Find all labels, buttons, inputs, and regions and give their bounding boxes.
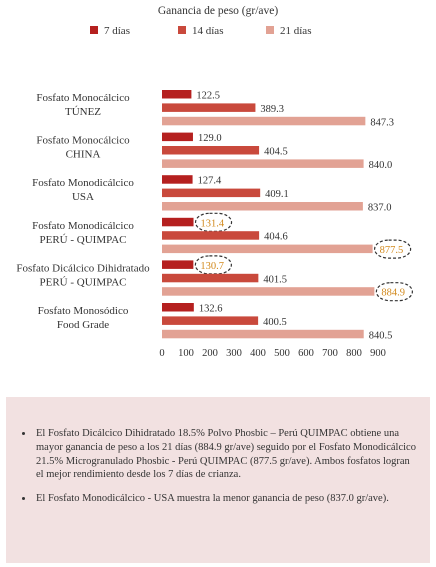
note-item: El Fosfato Monodicálcico - USA muestra l…	[34, 492, 416, 506]
x-tick-label: 300	[226, 348, 242, 359]
bar	[162, 188, 261, 198]
legend-label: 14 días	[192, 25, 223, 37]
bar	[162, 303, 194, 312]
x-tick-label: 100	[178, 348, 194, 359]
bar	[162, 231, 260, 240]
bar	[162, 175, 193, 184]
value-label: 884.9	[381, 288, 405, 299]
notes-list: El Fosfato Dicálcico Dihidratado 18.5% P…	[18, 427, 416, 506]
value-label: 837.0	[368, 203, 392, 214]
bar	[162, 244, 373, 254]
chart-title: Ganancia de peso (gr/ave)	[158, 5, 279, 17]
x-tick-label: 900	[370, 348, 386, 359]
bar	[162, 217, 194, 227]
legend-label: 21 días	[280, 25, 311, 37]
category-label: USA	[72, 191, 94, 203]
x-tick-label: 700	[322, 348, 338, 359]
value-label: 132.6	[199, 304, 223, 315]
value-label: 404.6	[264, 232, 288, 243]
value-label: 400.5	[263, 317, 287, 328]
value-label: 131.4	[201, 218, 225, 229]
category-label: Fosfato Monocálcico	[36, 92, 130, 104]
bar	[162, 287, 375, 296]
value-label: 847.3	[370, 117, 394, 128]
category-label: TÚNEZ	[65, 106, 101, 118]
value-label: 127.4	[198, 176, 222, 187]
category-label: Fosfato Monosódico	[38, 305, 129, 317]
note-item: El Fosfato Dicálcico Dihidratado 18.5% P…	[34, 427, 416, 482]
legend-swatch	[266, 26, 274, 34]
category-label: CHINA	[66, 149, 101, 161]
category-label: PERÚ - QUIMPAC	[39, 276, 126, 288]
highlight-circle	[194, 255, 232, 275]
bar	[162, 116, 366, 126]
legend-swatch	[178, 26, 186, 34]
value-label: 877.5	[380, 245, 404, 256]
value-label: 409.1	[265, 189, 289, 200]
x-tick-label: 0	[159, 348, 164, 359]
bar	[162, 260, 194, 269]
notes-box: El Fosfato Dicálcico Dihidratado 18.5% P…	[6, 397, 430, 563]
category-label: Food Grade	[57, 319, 109, 331]
value-label: 840.0	[369, 160, 393, 171]
value-label: 122.5	[196, 91, 220, 102]
highlight-circle	[374, 239, 412, 259]
bar	[162, 159, 364, 168]
category-label: Fosfato Monodicálcico	[32, 177, 134, 189]
bar	[162, 202, 363, 211]
bar	[162, 103, 256, 112]
category-label: Fosfato Dicálcico Dihidratado	[16, 262, 150, 274]
value-label: 130.7	[200, 261, 224, 272]
category-label: Fosfato Monocálcico	[36, 135, 130, 147]
value-label: 389.3	[260, 104, 284, 115]
weight-gain-chart: Ganancia de peso (gr/ave) 7 días 14 días 21…	[16, 5, 413, 359]
category-label: Fosfato Monodicálcico	[32, 220, 134, 232]
bar	[162, 273, 259, 283]
bar	[162, 146, 260, 155]
bar	[162, 316, 259, 325]
legend-swatch	[90, 26, 98, 34]
x-tick-label: 800	[346, 348, 362, 359]
bar	[162, 90, 192, 99]
value-label: 840.5	[369, 330, 393, 341]
value-label: 129.0	[198, 133, 222, 144]
x-tick-label: 200	[202, 348, 218, 359]
bar	[162, 132, 193, 142]
legend-label: 7 días	[104, 25, 130, 37]
category-label: PERÚ - QUIMPAC	[39, 234, 126, 246]
bar	[162, 329, 364, 339]
x-tick-label: 400	[250, 348, 266, 359]
x-tick-label: 600	[298, 348, 314, 359]
value-label: 404.5	[264, 147, 288, 158]
highlight-circle	[375, 282, 413, 302]
highlight-circle	[194, 212, 233, 232]
value-label: 401.5	[263, 274, 287, 285]
x-tick-label: 500	[274, 348, 290, 359]
